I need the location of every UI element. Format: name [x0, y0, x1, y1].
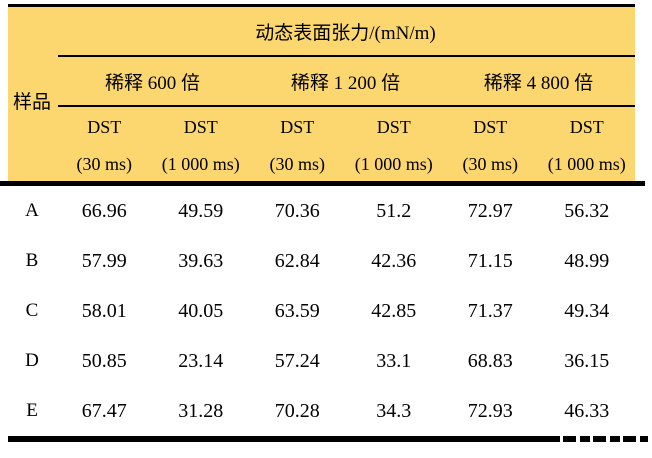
- subheader-600x-30ms: DST (30 ms): [56, 107, 153, 181]
- dst-value: 42.36: [371, 249, 417, 272]
- dst-value: 23.14: [178, 349, 224, 372]
- subheader-label: DST: [183, 117, 218, 137]
- dst-value: 67.47: [81, 399, 127, 422]
- dst-value: 63.59: [274, 299, 320, 322]
- subheader-4800x-1000ms: DST (1 000 ms): [539, 107, 636, 181]
- dst-value: 36.15: [564, 349, 610, 372]
- subheader-time: (30 ms): [269, 154, 326, 174]
- dst-value: 71.37: [467, 299, 513, 322]
- scan-artifact-dashes: [560, 436, 648, 442]
- dst-value: 49.59: [178, 199, 224, 222]
- sample-label: B: [25, 250, 39, 271]
- subheader-600x-1000ms: DST (1 000 ms): [153, 107, 250, 181]
- sample-label: A: [25, 200, 39, 221]
- sample-label: C: [25, 300, 39, 321]
- dst-value: 46.33: [564, 399, 610, 422]
- subheader-time: (1 000 ms): [547, 154, 626, 174]
- dst-value: 72.97: [467, 199, 513, 222]
- subheader-time: (30 ms): [76, 154, 133, 174]
- subheader-time: (1 000 ms): [161, 154, 240, 174]
- dst-value: 57.99: [81, 249, 127, 272]
- subheader-label: DST: [569, 117, 604, 137]
- dst-value: 49.34: [564, 299, 610, 322]
- dst-value: 66.96: [81, 199, 127, 222]
- subheader-time: (1 000 ms): [354, 154, 433, 174]
- dst-value: 58.01: [81, 299, 127, 322]
- table-body: A 66.96 49.59 70.36 51.2 72.97 56.32 B 5…: [8, 186, 635, 436]
- header-divider-1: [58, 55, 635, 57]
- table-header: 样品 动态表面张力/(mN/m) 稀释 600 倍 稀释 1 200 倍 稀释 …: [8, 7, 635, 181]
- table-row-c: C 58.01 40.05 63.59 42.85 71.37 49.34: [8, 286, 635, 336]
- dst-subheader-row: DST (30 ms) DST (1 000 ms) DST (30 ms) D…: [56, 107, 635, 181]
- dst-value: 62.84: [274, 249, 320, 272]
- dst-value: 56.32: [564, 199, 610, 222]
- sample-label: D: [25, 350, 39, 371]
- header-divider-2: [58, 105, 635, 107]
- table-bottom-rule: [8, 436, 648, 442]
- dst-value: 34.3: [376, 399, 412, 422]
- subheader-label: DST: [280, 117, 315, 137]
- dst-data-table: 样品 动态表面张力/(mN/m) 稀释 600 倍 稀释 1 200 倍 稀释 …: [0, 4, 648, 442]
- table-row-a: A 66.96 49.59 70.36 51.2 72.97 56.32: [8, 186, 635, 236]
- dst-value: 72.93: [467, 399, 513, 422]
- dst-value: 42.85: [371, 299, 417, 322]
- subheader-4800x-30ms: DST (30 ms): [442, 107, 539, 181]
- dst-value: 48.99: [564, 249, 610, 272]
- dst-value: 57.24: [274, 349, 320, 372]
- group-header-1200x: 稀释 1 200 倍: [290, 72, 401, 94]
- dst-value: 33.1: [376, 349, 412, 372]
- dst-value: 39.63: [178, 249, 224, 272]
- subheader-label: DST: [473, 117, 508, 137]
- dilution-group-header-row: 稀释 600 倍 稀释 1 200 倍 稀释 4 800 倍: [56, 57, 635, 105]
- subheader-label: DST: [87, 117, 122, 137]
- dst-value: 70.36: [274, 199, 320, 222]
- dst-value: 70.28: [274, 399, 320, 422]
- group-header-600x: 稀释 600 倍: [104, 72, 200, 94]
- table-row-b: B 57.99 39.63 62.84 42.36 71.15 48.99: [8, 236, 635, 286]
- dst-value: 50.85: [81, 349, 127, 372]
- dst-value: 71.15: [467, 249, 513, 272]
- table-title-header: 动态表面张力/(mN/m): [255, 22, 436, 44]
- dst-value: 31.28: [178, 399, 224, 422]
- subheader-1200x-1000ms: DST (1 000 ms): [346, 107, 443, 181]
- header-bottom-rule: [0, 181, 645, 186]
- sample-column-header: 样品: [12, 91, 51, 113]
- subheader-1200x-30ms: DST (30 ms): [249, 107, 346, 181]
- dst-value: 40.05: [178, 299, 224, 322]
- subheader-time: (30 ms): [462, 154, 519, 174]
- table-row-e: E 67.47 31.28 70.28 34.3 72.93 46.33: [8, 386, 635, 436]
- table-top-rule: [8, 4, 635, 7]
- dst-value: 68.83: [467, 349, 513, 372]
- table-row-d: D 50.85 23.14 57.24 33.1 68.83 36.15: [8, 336, 635, 386]
- group-header-4800x: 稀释 4 800 倍: [483, 72, 594, 94]
- sample-label: E: [26, 400, 38, 421]
- subheader-label: DST: [376, 117, 411, 137]
- dst-value: 51.2: [376, 199, 412, 222]
